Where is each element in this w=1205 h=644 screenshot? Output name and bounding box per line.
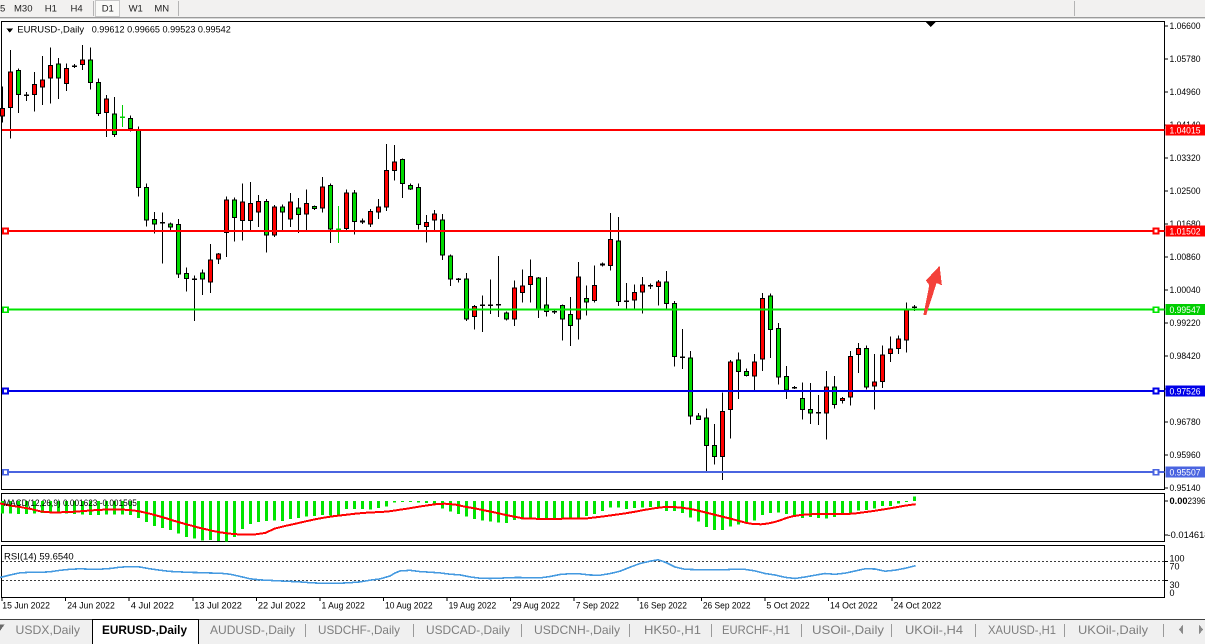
svg-text:24 Jun 2022: 24 Jun 2022 [67, 601, 115, 612]
svg-text:1.01680: 1.01680 [1170, 219, 1201, 229]
svg-text:1.04015: 1.04015 [1170, 125, 1201, 135]
svg-text:14 Oct 2022: 14 Oct 2022 [830, 601, 878, 612]
svg-text:USDX,Daily: USDX,Daily [16, 623, 81, 637]
svg-text:29 Aug 2022: 29 Aug 2022 [512, 601, 560, 612]
svg-text:0.97526: 0.97526 [1170, 386, 1201, 396]
svg-text:22 Jul 2022: 22 Jul 2022 [258, 601, 306, 612]
svg-text:16 Sep 2022: 16 Sep 2022 [639, 601, 687, 612]
svg-text:1.05780: 1.05780 [1170, 54, 1201, 64]
svg-text:RSI(14) 59.6540: RSI(14) 59.6540 [4, 551, 74, 562]
svg-text:2396: 2396 [1188, 496, 1205, 506]
svg-text:UKOil-,Daily: UKOil-,Daily [1078, 623, 1148, 637]
svg-text:MN: MN [154, 4, 169, 15]
svg-text:HK50-,H1: HK50-,H1 [644, 623, 701, 637]
svg-text:1.06600: 1.06600 [1170, 21, 1201, 31]
svg-text:1.00040: 1.00040 [1170, 285, 1201, 295]
svg-text:26 Sep 2022: 26 Sep 2022 [703, 601, 751, 612]
svg-text:MACD(12,26,9) 0.001623 -0.0015: MACD(12,26,9) 0.001623 -0.001505 [3, 498, 137, 509]
svg-text:EURCHF-,H1: EURCHF-,H1 [722, 623, 790, 637]
svg-text:H1: H1 [45, 4, 57, 15]
svg-text:0.95960: 0.95960 [1170, 450, 1201, 460]
svg-text:24 Oct 2022: 24 Oct 2022 [894, 601, 942, 612]
svg-text:4 Jul 2022: 4 Jul 2022 [131, 601, 174, 612]
svg-text:100: 100 [1170, 554, 1185, 564]
svg-text:1.01502: 1.01502 [1170, 226, 1201, 236]
svg-text:19 Aug 2022: 19 Aug 2022 [449, 601, 497, 612]
svg-text:10 Aug 2022: 10 Aug 2022 [385, 601, 433, 612]
svg-text:USDCNH-,Daily: USDCNH-,Daily [534, 623, 620, 637]
svg-text:XAUUSD-,H1: XAUUSD-,H1 [988, 623, 1056, 637]
svg-text:W1: W1 [129, 4, 143, 15]
svg-text:0.00: 0.00 [1170, 496, 1188, 506]
svg-text:1 Aug 2022: 1 Aug 2022 [322, 601, 365, 612]
svg-text:0: 0 [1170, 588, 1175, 598]
svg-text:0.99547: 0.99547 [1170, 305, 1201, 315]
svg-text:D1: D1 [102, 4, 114, 15]
svg-text:0.99612 0.99665 0.99523 0.9954: 0.99612 0.99665 0.99523 0.99542 [92, 24, 231, 35]
svg-text:H4: H4 [71, 4, 83, 15]
svg-text:USDCHF-,Daily: USDCHF-,Daily [318, 623, 400, 637]
svg-text:M30: M30 [14, 4, 32, 15]
svg-text:USOil-,Daily: USOil-,Daily [812, 623, 884, 637]
svg-text:AUDUSD-,Daily: AUDUSD-,Daily [210, 623, 295, 637]
svg-text:15 Jun 2022: 15 Jun 2022 [2, 601, 50, 612]
svg-text:70: 70 [1170, 562, 1180, 572]
svg-text:1.00860: 1.00860 [1170, 252, 1201, 262]
svg-text:-0.014618: -0.014618 [1168, 530, 1205, 540]
svg-text:EURUSD-,Daily: EURUSD-,Daily [17, 24, 84, 35]
svg-text:5: 5 [0, 4, 5, 15]
svg-text:7 Sep 2022: 7 Sep 2022 [576, 601, 619, 612]
svg-text:UKOil-,H4: UKOil-,H4 [905, 623, 963, 637]
svg-text:1.04960: 1.04960 [1170, 87, 1201, 97]
svg-text:0.96780: 0.96780 [1170, 417, 1201, 427]
svg-text:1.03320: 1.03320 [1170, 153, 1201, 163]
svg-text:1.02500: 1.02500 [1170, 186, 1201, 196]
svg-text:30: 30 [1170, 580, 1180, 590]
svg-text:0.99220: 0.99220 [1170, 318, 1201, 328]
svg-text:USDCAD-,Daily: USDCAD-,Daily [426, 623, 510, 637]
svg-text:5 Oct 2022: 5 Oct 2022 [766, 601, 809, 612]
svg-text:0.95507: 0.95507 [1170, 468, 1201, 478]
svg-text:0.98420: 0.98420 [1170, 351, 1201, 361]
svg-text:13 Jul 2022: 13 Jul 2022 [194, 601, 242, 612]
svg-text:0.95140: 0.95140 [1170, 483, 1201, 493]
svg-text:EURUSD-,Daily: EURUSD-,Daily [102, 623, 187, 637]
